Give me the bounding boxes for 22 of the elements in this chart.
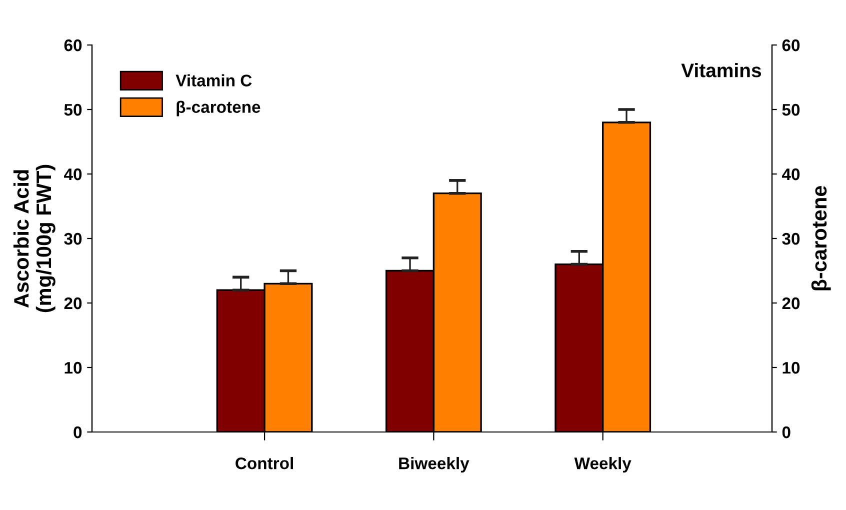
y2-axis-title: β-carotene: [811, 186, 831, 290]
y2-tick-label: 60: [782, 39, 800, 52]
annotation: Vitamins: [681, 63, 762, 78]
y2-tick-label: 0: [782, 426, 790, 438]
x-tick-label: Control: [236, 457, 293, 470]
y-tick-label: 60: [64, 39, 82, 52]
y-tick-label: 30: [64, 232, 82, 245]
y2-tick-label: 10: [782, 362, 800, 374]
y-tick-label: 40: [64, 168, 82, 180]
legend-label: Vitamin C: [176, 74, 252, 86]
y-tick-label: 20: [64, 297, 82, 310]
y2-tick-label: 50: [782, 104, 800, 116]
y-tick-label: 0: [74, 426, 82, 438]
y-tick-label: 50: [64, 104, 82, 116]
y-tick-label: 10: [64, 362, 82, 374]
legend-label: β-carotene: [176, 100, 260, 116]
y2-tick-label: 20: [782, 297, 800, 310]
y-axis-title: Ascorbic Acid (mg/100g FWT): [13, 164, 56, 312]
y2-tick-label: 30: [782, 232, 800, 245]
x-tick-label: Biweekly: [399, 457, 470, 473]
y2-tick-label: 40: [782, 168, 800, 180]
x-tick-label: Weekly: [574, 457, 632, 473]
